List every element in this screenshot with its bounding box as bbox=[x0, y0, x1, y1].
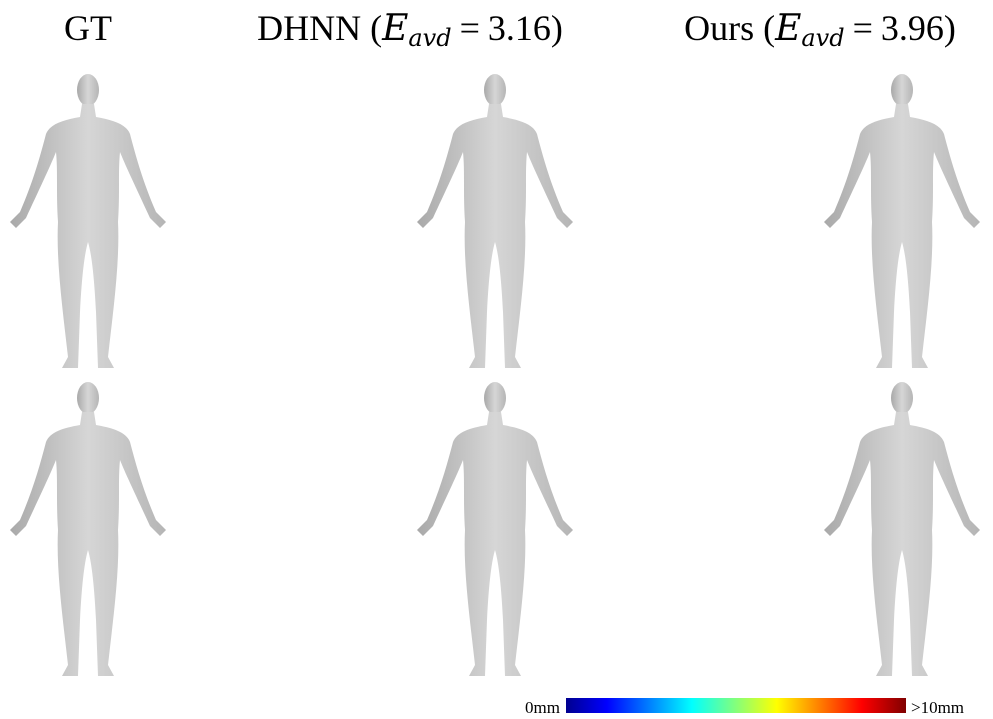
figure: GT DHNN (Eavd=3.16) Ours (Eavd=3.96) 0mm… bbox=[0, 0, 993, 719]
relation: = bbox=[460, 8, 480, 48]
method: Ours ( bbox=[684, 8, 775, 48]
column-title: GT bbox=[64, 8, 112, 48]
column-title: Ours (Eavd =3.96) bbox=[684, 8, 956, 52]
suffix: ) bbox=[944, 8, 956, 48]
body-gt bbox=[10, 74, 166, 368]
body-error-map bbox=[253, 380, 413, 680]
body-error-map bbox=[660, 72, 820, 372]
colorbar-gradient bbox=[566, 698, 906, 713]
metric-symbol: E bbox=[774, 8, 801, 49]
body-reconstruction bbox=[824, 74, 980, 368]
body-reconstruction bbox=[824, 382, 980, 676]
header: GT DHNN (Eavd=3.16) Ours (Eavd=3.96) bbox=[64, 8, 956, 52]
colorbar: 0mm >10mm bbox=[525, 698, 964, 717]
body-error-map bbox=[253, 72, 413, 372]
colorbar-max-label: >10mm bbox=[911, 698, 964, 717]
body-reconstruction bbox=[417, 382, 573, 676]
method: DHNN ( bbox=[257, 8, 382, 48]
metric-value: 3.96 bbox=[881, 8, 944, 48]
colorbar-min-label: 0mm bbox=[525, 698, 560, 717]
body-error-map bbox=[660, 380, 820, 680]
row-2 bbox=[10, 380, 980, 680]
metric-subscript: avd bbox=[408, 24, 451, 52]
metric-subscript: avd bbox=[801, 24, 844, 52]
body-reconstruction bbox=[417, 74, 573, 368]
relation: = bbox=[853, 8, 873, 48]
body-gt bbox=[10, 382, 166, 676]
row-1 bbox=[10, 72, 980, 372]
metric-symbol: E bbox=[381, 8, 408, 49]
page: GT DHNN (Eavd=3.16) Ours (Eavd=3.96) 0mm… bbox=[0, 0, 993, 719]
suffix: ) bbox=[551, 8, 563, 48]
metric-value: 3.16 bbox=[488, 8, 551, 48]
column-title: DHNN (Eavd =3.16) bbox=[257, 8, 563, 52]
